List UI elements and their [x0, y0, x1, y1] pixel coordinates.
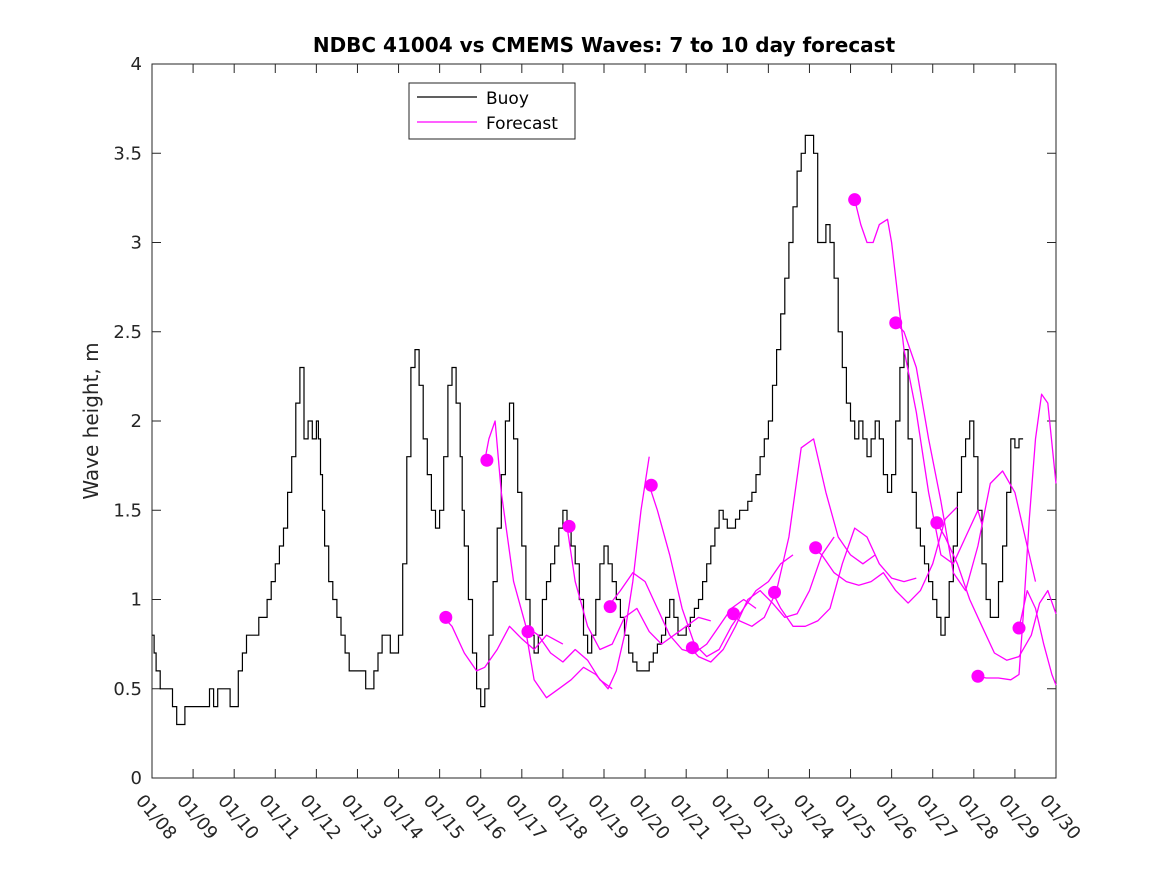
- forecast-marker: [848, 193, 862, 207]
- y-tick-label: 1.5: [113, 500, 142, 521]
- y-tick-label: 2: [131, 411, 142, 432]
- forecast-marker: [768, 585, 782, 599]
- forecast-marker: [971, 669, 985, 683]
- chart-title: NDBC 41004 vs CMEMS Waves: 7 to 10 day f…: [313, 33, 896, 57]
- forecast-line-2: [484, 420, 613, 690]
- y-axis-ticks: 0 0.5 1 1.5 2 2.5 3 3.5 4: [113, 54, 1056, 789]
- forecast-line-1: [443, 616, 564, 672]
- forecast-marker: [562, 519, 576, 533]
- y-tick-label: 0: [131, 768, 142, 789]
- buoy-line: [152, 134, 1024, 726]
- forecast-line-14: [977, 393, 1057, 681]
- forecast-line-15: [1018, 589, 1057, 686]
- forecast-line-13: [936, 522, 1057, 661]
- plot-area: 00.511.522.533.54 01/0801/0901/1001/1101…: [113, 54, 1084, 844]
- y-tick-label: 1: [131, 590, 142, 611]
- y-tick-label: 4: [131, 54, 142, 75]
- forecast-marker: [809, 541, 823, 555]
- forecast-marker: [439, 610, 453, 624]
- forecast-line-7: [689, 536, 835, 663]
- legend-label-forecast: Forecast: [486, 114, 558, 134]
- forecast-line-6: [648, 485, 794, 658]
- forecast-line-9: [771, 527, 917, 627]
- y-axis-label: Wave height, m: [79, 342, 103, 499]
- forecast-marker: [930, 516, 944, 530]
- forecast-line-4: [566, 526, 711, 651]
- forecast-line-3: [525, 456, 650, 699]
- y-tick-label: 3: [131, 233, 142, 254]
- forecast-series: [443, 199, 1057, 699]
- legend: Buoy Forecast: [408, 82, 576, 140]
- legend-box: [408, 82, 576, 140]
- legend-label-buoy: Buoy: [486, 89, 529, 109]
- forecast-marker: [889, 316, 903, 330]
- forecast-marker: [644, 478, 658, 492]
- forecast-marker: [726, 607, 740, 621]
- forecast-line-8: [730, 438, 876, 627]
- forecast-marker: [1012, 621, 1026, 635]
- forecast-marker: [521, 625, 535, 639]
- forecast-line-10: [813, 506, 958, 604]
- forecast-marker: [685, 641, 699, 655]
- y-tick-label: 3.5: [113, 143, 142, 164]
- forecast-marker: [603, 600, 617, 614]
- plot-frame: [151, 63, 1057, 779]
- forecast-marker: [480, 453, 494, 467]
- y-tick-label: 0.5: [113, 679, 142, 700]
- y-tick-label: 2.5: [113, 322, 142, 343]
- forecast-markers: [439, 193, 1026, 683]
- forecast-line-12: [895, 322, 1037, 592]
- buoy-series: [152, 134, 1024, 726]
